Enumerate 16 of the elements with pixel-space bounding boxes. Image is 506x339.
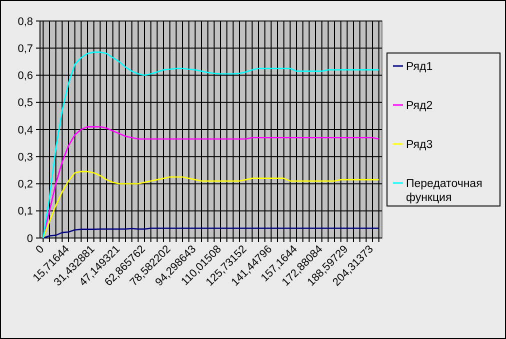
y-tick-label: 0,6 bbox=[18, 70, 33, 82]
y-tick-label: 0,8 bbox=[18, 16, 33, 28]
legend-label: Ряд3 bbox=[406, 139, 433, 152]
line-series bbox=[42, 228, 380, 239]
legend-label: Передаточная функция bbox=[406, 178, 482, 204]
line-series bbox=[42, 52, 380, 239]
line-series bbox=[42, 170, 380, 239]
y-tick-label: 0,2 bbox=[18, 178, 33, 191]
legend-label: Ряд1 bbox=[406, 61, 433, 74]
legend-label: Ряд2 bbox=[406, 100, 433, 112]
y-tick-label: 0,5 bbox=[18, 97, 33, 110]
y-tick-label: 0,3 bbox=[18, 151, 33, 164]
y-tick-label: 0 bbox=[26, 232, 33, 245]
y-tick-label: 0,7 bbox=[18, 42, 33, 55]
y-tick-label: 0,4 bbox=[18, 124, 33, 136]
y-tick-label: 0,1 bbox=[18, 206, 33, 218]
